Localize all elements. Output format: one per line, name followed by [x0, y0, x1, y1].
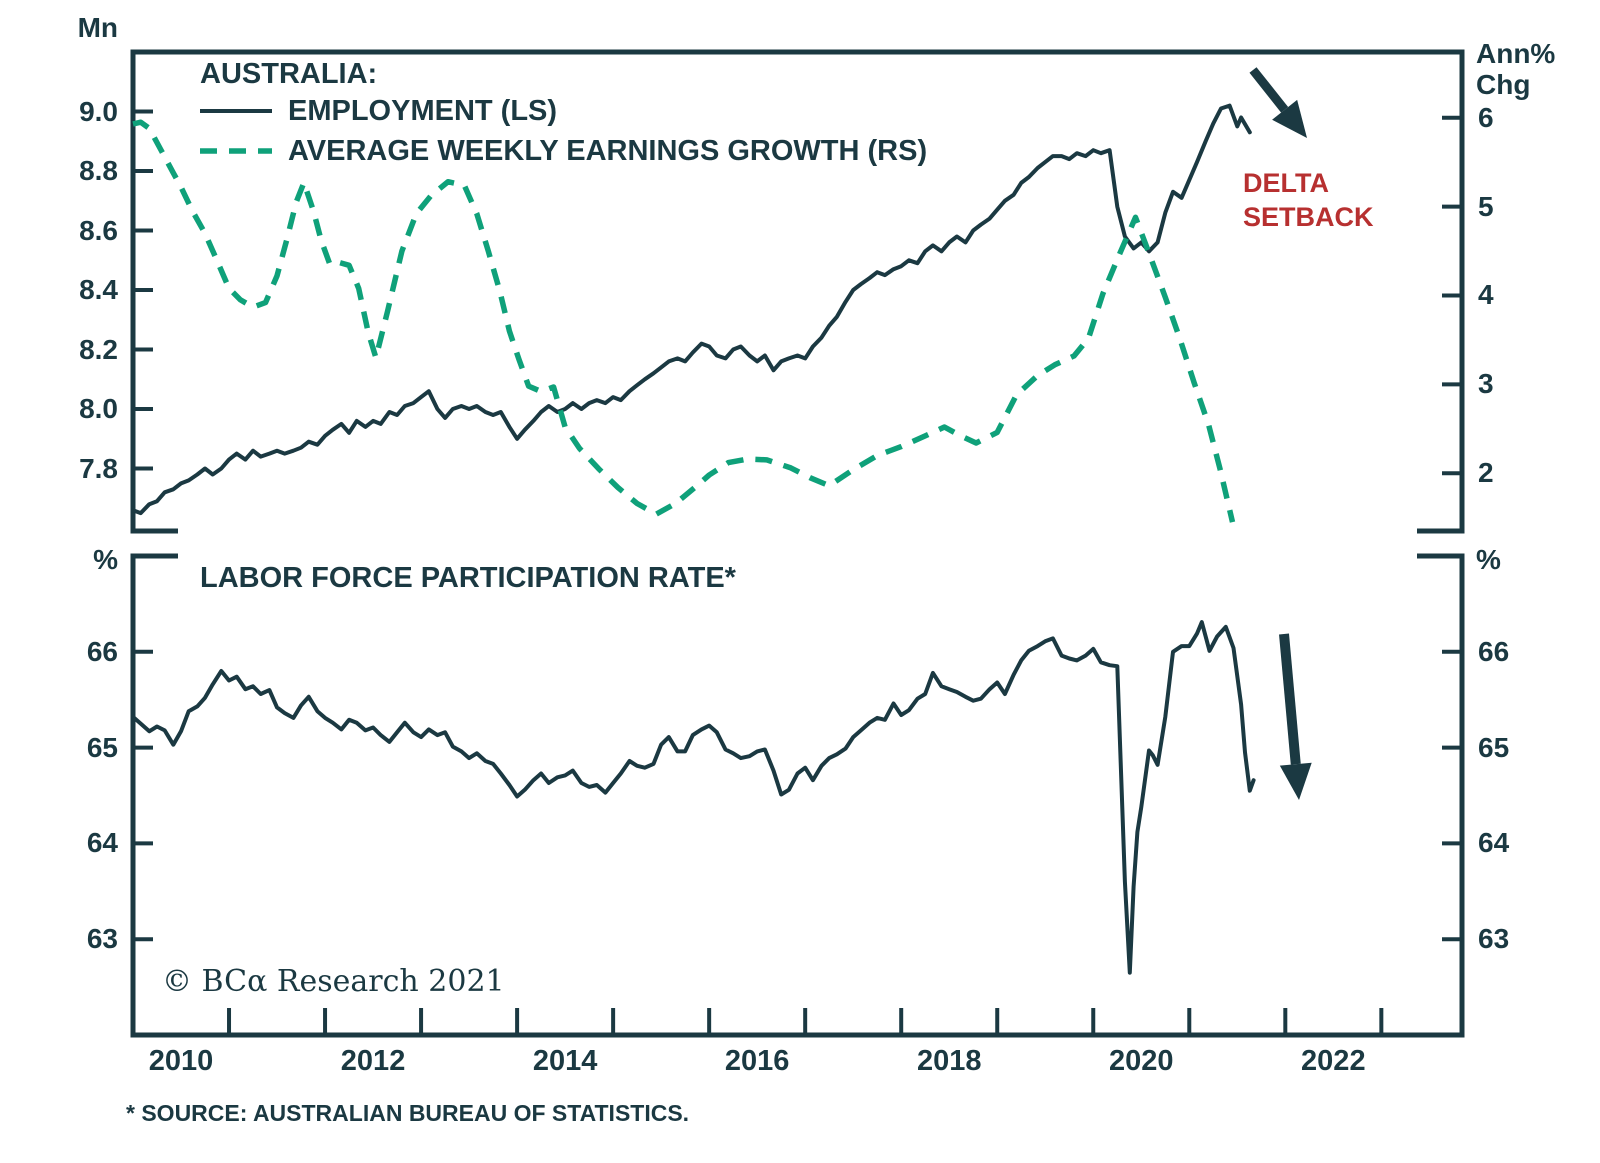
x-axis-label-2020: 2020 — [1109, 1045, 1174, 1077]
ls-tick-label-8.6: 8.6 — [79, 214, 118, 246]
x-axis-label-2018: 2018 — [916, 1045, 982, 1077]
rs-tick-label-5: 5 — [1478, 190, 1494, 222]
delta-setback-line2: SETBACK — [1243, 202, 1374, 232]
chart-heading: AUSTRALIA: — [200, 58, 378, 90]
pr-left-tick-label-65: 65 — [86, 731, 118, 763]
ls-tick-label-9.0: 9.0 — [79, 95, 118, 127]
x-axis-label-2012: 2012 — [340, 1045, 406, 1077]
pr-left-tick-label-66: 66 — [86, 635, 118, 667]
legend-label-earnings-growth: AVERAGE WEEKLY EARNINGS GROWTH (RS) — [288, 135, 928, 167]
rs-tick-label-2: 2 — [1478, 457, 1494, 489]
ls-tick-label-8.0: 8.0 — [79, 393, 118, 425]
legend-label-employment: EMPLOYMENT (LS) — [288, 95, 558, 127]
delta-setback-line1: DELTA — [1243, 168, 1329, 198]
bottom-panel-down-arrow-shaft — [1279, 633, 1301, 765]
earnings-growth-line — [132, 119, 1236, 523]
ls-tick-label-8.8: 8.8 — [79, 155, 118, 186]
ls-tick-label-7.8: 7.8 — [79, 452, 118, 484]
bottom-panel-frame — [130, 553, 1465, 1038]
x-axis-label-2010: 2010 — [148, 1045, 214, 1077]
top-panel-down-arrow-shaft — [1249, 67, 1289, 113]
pr-right-tick-label-63: 63 — [1478, 923, 1510, 955]
participation-line — [131, 620, 1256, 975]
top-right-axis-unit: Ann% Chg — [1476, 38, 1555, 100]
x-axis-label-2014: 2014 — [532, 1045, 598, 1077]
pr-left-tick-label-64: 64 — [86, 827, 118, 859]
delta-setback-annotation: DELTA SETBACK — [1243, 166, 1374, 234]
pr-right-tick-label-64: 64 — [1478, 827, 1510, 859]
rs-tick-label-4: 4 — [1478, 279, 1494, 311]
bottom-right-axis-unit: % — [1476, 544, 1501, 575]
x-axis-label-2016: 2016 — [724, 1045, 790, 1077]
pr-right-tick-label-66: 66 — [1478, 635, 1510, 667]
pr-right-tick-label-65: 65 — [1478, 731, 1510, 763]
pr-left-tick-label-63: 63 — [86, 923, 118, 955]
top-right-axis-unit-line2: Chg — [1476, 69, 1531, 100]
top-left-axis-unit: Mn — [77, 12, 118, 43]
ls-tick-label-8.2: 8.2 — [79, 333, 118, 365]
ls-tick-label-8.4: 8.4 — [79, 274, 118, 305]
bottom-panel-down-arrow-head — [1279, 762, 1312, 800]
employment-line — [131, 103, 1252, 516]
rs-tick-label-3: 3 — [1478, 368, 1494, 400]
bottom-left-axis-unit: % — [93, 544, 118, 575]
bottom-panel-title: LABOR FORCE PARTICIPATION RATE* — [200, 562, 736, 594]
top-right-axis-unit-line1: Ann% — [1476, 38, 1556, 69]
top-panel-frame — [130, 49, 1465, 534]
source-note: * SOURCE: AUSTRALIAN BUREAU OF STATISTIC… — [126, 1100, 690, 1126]
rs-tick-label-6: 6 — [1478, 101, 1494, 133]
bca-research-credit: © BCα Research 2021 — [162, 964, 505, 999]
x-axis-label-2022: 2022 — [1301, 1045, 1366, 1077]
top-panel-down-arrow-head — [1272, 99, 1307, 138]
